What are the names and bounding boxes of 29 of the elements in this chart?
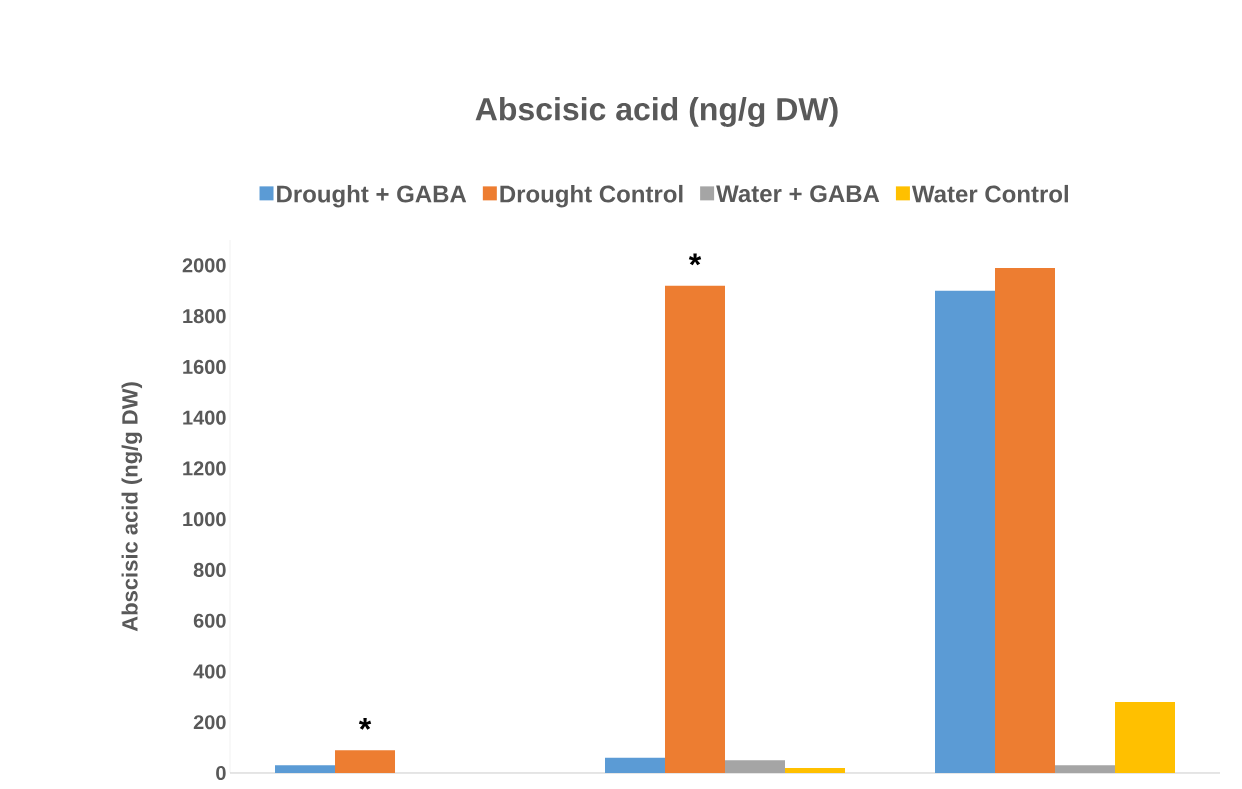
bar	[785, 767, 845, 773]
bar	[335, 750, 396, 773]
bar	[995, 267, 1055, 773]
bar	[665, 285, 725, 773]
y-tick-label: 600	[193, 613, 226, 628]
y-tick-label: 2000	[182, 258, 226, 273]
annotation: *	[358, 717, 372, 730]
bar	[1055, 765, 1115, 773]
y-tick-label: 1400	[183, 410, 226, 425]
y-tick-label: 200	[193, 715, 226, 730]
legend-label: Drought Control	[500, 184, 683, 208]
legend-label: Water + GABA	[716, 185, 880, 203]
y-tick-label: 1800	[183, 309, 226, 324]
bar	[935, 290, 995, 773]
bar	[275, 765, 336, 773]
bar	[725, 760, 785, 773]
bar	[605, 757, 665, 773]
y-tick-label: 1200	[183, 461, 226, 476]
y-tick-label: 0	[216, 765, 226, 781]
y-tick-label: 1000	[183, 512, 226, 527]
legend-label: Water Control	[911, 184, 1068, 203]
legend-label: Drought + GABA	[277, 184, 467, 208]
y-tick-label: 400	[193, 664, 226, 679]
annotation: *	[688, 253, 702, 266]
y-tick-label: 800	[193, 562, 226, 578]
y-axis-title: Abscisic acid (ng/g DW)	[121, 382, 143, 632]
chart-title: Abscisic acid (ng/g DW)	[475, 97, 838, 127]
y-tick-label: 1600	[183, 359, 226, 374]
bar	[1115, 701, 1175, 773]
